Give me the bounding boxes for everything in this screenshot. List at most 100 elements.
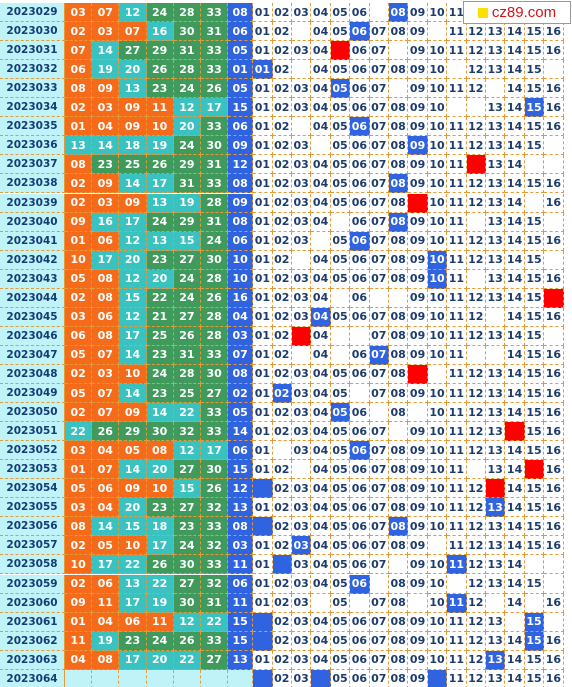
red-ball-6: 27	[201, 384, 229, 404]
dist-cell-07: 07	[369, 269, 389, 289]
red-ball-1: 03	[65, 3, 93, 23]
red-ball-2: 04	[92, 441, 120, 461]
issue-number: 2023030	[0, 22, 65, 42]
dist-cell-02: 02	[272, 250, 292, 270]
dist-cell-11: 11	[447, 555, 467, 575]
dist-cell-10	[427, 536, 448, 556]
dist-cell-08: 08	[389, 22, 409, 42]
dist-cell-11: 11	[447, 136, 467, 156]
dist-cell-09: 09	[408, 555, 428, 575]
blue-ball: 14	[228, 422, 254, 442]
red-ball-3: 17	[119, 593, 147, 613]
red-ball-1: 01	[65, 117, 93, 137]
red-ball-1: 08	[65, 79, 93, 99]
dist-cell-10: 10	[427, 307, 448, 327]
dist-cell-08: 08	[389, 364, 409, 384]
dist-cell-13: 13	[486, 460, 506, 480]
red-ball-1: 08	[65, 517, 93, 537]
dist-cell-04: 04	[311, 364, 331, 384]
red-ball-2: 09	[92, 79, 120, 99]
dist-cell-06: 06	[350, 441, 370, 461]
red-ball-4: 24	[146, 631, 174, 651]
red-ball-6: 33	[201, 422, 229, 442]
blue-ball: 11	[228, 593, 254, 613]
dist-cell-01: 01	[253, 79, 273, 99]
red-ball-2: 08	[92, 288, 120, 308]
dist-cell-15: 15	[524, 403, 545, 423]
red-ball-4: 23	[146, 384, 174, 404]
dist-cell-07: 07	[369, 79, 389, 99]
dist-cell-13: 13	[486, 60, 506, 80]
red-ball-1: 09	[65, 593, 93, 613]
dist-cell-13: 13	[486, 498, 506, 518]
dist-cell-05	[330, 288, 351, 308]
red-ball-2: 03	[92, 98, 120, 118]
blue-ball: 08	[228, 212, 254, 232]
dist-cell-04: 04	[311, 98, 331, 118]
issue-number: 2023039	[0, 193, 65, 213]
dist-cell-15: 15	[524, 326, 545, 346]
dist-cell-15: 15	[524, 345, 545, 365]
dist-cell-04: 04	[311, 479, 331, 499]
dist-cell-09: 09	[408, 231, 428, 251]
dist-cell-04: 04	[311, 155, 331, 175]
dist-cell-07: 07	[369, 479, 389, 499]
dist-cell-14: 14	[505, 307, 525, 327]
red-ball-5: 12	[173, 441, 201, 461]
red-ball-6: 32	[201, 498, 229, 518]
dist-cell-07: 07	[369, 345, 389, 365]
dist-cell-11: 11	[447, 479, 467, 499]
dist-cell-03: 03	[292, 574, 312, 594]
dist-cell-09: 09	[408, 517, 428, 537]
red-ball-6	[201, 669, 229, 687]
dist-cell-14: 14	[505, 60, 525, 80]
dist-cell-15: 15	[524, 422, 545, 442]
dist-cell-05	[330, 326, 351, 346]
dist-cell-12: 12	[466, 79, 486, 99]
dist-cell-13: 13	[486, 612, 506, 632]
dist-cell-13: 13	[486, 326, 506, 346]
red-ball-4: 22	[146, 288, 174, 308]
dist-cell-09: 09	[408, 460, 428, 480]
dist-cell-04: 04	[311, 498, 331, 518]
dist-cell-07	[369, 403, 389, 423]
dist-cell-05: 05	[330, 364, 351, 384]
dist-cell-14	[505, 612, 525, 632]
dist-cell-02: 02	[272, 307, 292, 327]
dist-cell-04: 04	[311, 117, 331, 137]
red-ball-5: 26	[173, 631, 201, 651]
issue-number: 2023061	[0, 612, 65, 632]
dist-cell-03: 03	[292, 98, 312, 118]
dist-cell-03: 03	[292, 136, 312, 156]
issue-number: 2023054	[0, 479, 65, 499]
dist-cell-05: 05	[330, 441, 351, 461]
dist-cell-06: 06	[350, 631, 370, 651]
red-ball-3: 09	[119, 98, 147, 118]
red-ball-2: 17	[92, 555, 120, 575]
dist-cell-10: 10	[427, 441, 448, 461]
dist-cell-15: 15	[524, 231, 545, 251]
dist-cell-05: 05	[330, 3, 351, 23]
red-ball-6: 17	[201, 98, 229, 118]
dist-cell-06: 06	[350, 422, 370, 442]
red-ball-5: 24	[173, 79, 201, 99]
dist-cell-06	[350, 326, 370, 346]
dist-cell-16: 16	[544, 269, 564, 289]
dist-cell-12: 12	[466, 593, 486, 613]
dist-cell-08: 08	[389, 536, 409, 556]
red-ball-6: 31	[201, 22, 229, 42]
blue-ball: 15	[228, 98, 254, 118]
dist-cell-12: 12	[466, 498, 486, 518]
site-logo[interactable]: cz89.com	[463, 1, 571, 24]
dist-cell-09: 09	[408, 60, 428, 80]
dist-cell-12: 12	[466, 307, 486, 327]
dist-cell-08: 08	[389, 250, 409, 270]
dist-cell-01: 01	[253, 441, 273, 461]
dist-cell-09	[408, 364, 428, 384]
dist-cell-12	[466, 212, 486, 232]
dist-cell-16	[544, 288, 564, 308]
dist-cell-13: 13	[486, 631, 506, 651]
issue-number: 2023048	[0, 364, 65, 384]
dist-cell-09: 09	[408, 3, 428, 23]
